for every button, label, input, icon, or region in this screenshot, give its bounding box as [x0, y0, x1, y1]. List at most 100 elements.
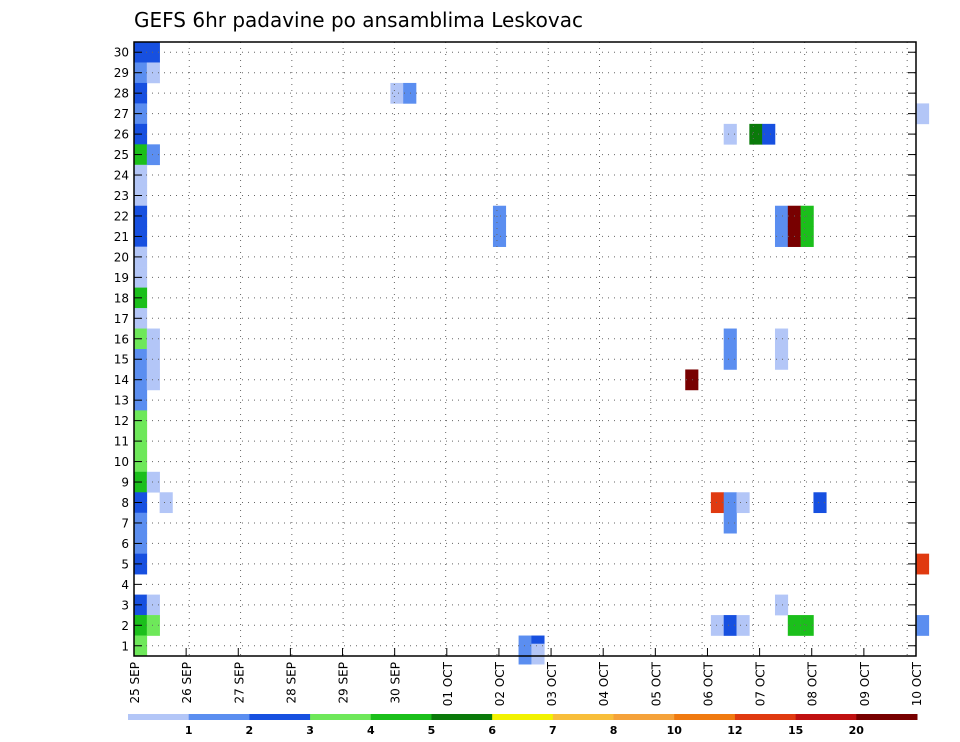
y-tick-label: 21: [114, 230, 129, 244]
y-tick-label: 11: [114, 435, 129, 449]
y-tick-label: 29: [114, 66, 129, 80]
y-tick-label: 25: [114, 148, 129, 162]
data-cell: [916, 103, 930, 125]
x-tick-label: 29 SEP: [337, 662, 351, 704]
y-tick-label: 9: [121, 476, 129, 490]
data-cell: [736, 615, 750, 636]
x-tick-label: 09 OCT: [858, 661, 872, 706]
y-tick-label: 19: [114, 271, 129, 285]
legend-label: 4: [367, 724, 375, 737]
legend-swatch: [734, 714, 797, 720]
x-tick-label: 25 SEP: [128, 662, 142, 704]
data-cell: [774, 226, 789, 247]
data-cell: [723, 349, 737, 370]
data-cell: [723, 615, 737, 636]
data-cell: [774, 328, 789, 350]
y-tick-label: 7: [121, 516, 129, 530]
legend-swatch: [856, 714, 918, 720]
data-cell: [710, 492, 725, 514]
y-tick-label: 28: [114, 87, 129, 101]
x-tick-label: 30 SEP: [389, 662, 403, 704]
x-tick-label: 28 SEP: [284, 662, 298, 704]
data-cell: [403, 82, 417, 104]
x-tick-label: 07 OCT: [754, 661, 768, 706]
legend-label: 8: [610, 724, 618, 737]
y-tick-label: 22: [114, 209, 129, 223]
x-tick-label: 04 OCT: [597, 661, 611, 706]
data-cell: [518, 643, 532, 665]
data-cell: [146, 615, 160, 636]
legend-swatch: [795, 714, 857, 720]
y-tick-label: 18: [114, 291, 129, 305]
legend-swatch: [188, 714, 250, 720]
data-cell: [736, 492, 750, 514]
grid-lines: [134, 42, 916, 656]
y-tick-label: 26: [114, 128, 129, 142]
x-tick-label: 06 OCT: [701, 661, 715, 706]
x-axis: 25 SEP 26 SEP 27 SEP 28 SEP 29 SEP 30 SEP 01 O…: [128, 648, 924, 706]
y-tick-label: 1: [121, 639, 129, 653]
data-cell: [916, 553, 930, 575]
y-tick-label: 20: [114, 250, 129, 264]
data-cell: [723, 123, 737, 145]
legend-label: 20: [849, 724, 865, 737]
y-tick-label: 30: [114, 46, 129, 60]
data-cell: [710, 615, 725, 636]
data-cell: [800, 205, 814, 227]
data-cell: [723, 512, 737, 534]
chart-title: GEFS 6hr padavine po ansamblima Leskovac: [134, 8, 583, 32]
data-cell: [800, 615, 814, 636]
x-tick-label: 01 OCT: [441, 661, 455, 706]
data-cell: [531, 643, 545, 665]
data-cell: [146, 328, 160, 350]
y-tick-label: 8: [121, 496, 129, 510]
data-cell: [146, 349, 160, 370]
legend-label: 10: [667, 724, 683, 737]
x-tick-label: 26 SEP: [180, 662, 194, 704]
x-tick-label: 02 OCT: [493, 661, 507, 706]
data-cell: [159, 492, 173, 514]
legend-swatch: [431, 714, 493, 720]
legend-label: 12: [727, 724, 742, 737]
y-axis: 1234567891011121314151617181920212223242…: [114, 46, 916, 653]
data-cell: [146, 594, 160, 616]
y-tick-label: 4: [121, 578, 129, 592]
legend-label: 1: [185, 724, 193, 737]
data-cell: [492, 205, 507, 227]
data-cell: [774, 205, 789, 227]
x-tick-label: 03 OCT: [545, 661, 559, 706]
data-cell: [774, 594, 789, 616]
x-tick-label: 08 OCT: [806, 661, 820, 706]
data-cell: [800, 226, 814, 247]
data-cell: [813, 492, 827, 514]
legend-swatch: [310, 714, 372, 720]
data-cell: [723, 492, 737, 514]
data-cell: [146, 471, 160, 493]
legend-label: 3: [306, 724, 314, 737]
legend-label: 2: [246, 724, 254, 737]
data-cell: [146, 369, 160, 391]
data-cell: [390, 82, 404, 104]
x-tick-label: 10 OCT: [910, 661, 924, 706]
y-tick-label: 16: [114, 332, 129, 346]
color-legend: 1 2 3 4 5 6 7 8 10 12 15 20: [128, 714, 918, 737]
data-cell: [685, 369, 699, 391]
legend-label: 15: [788, 724, 803, 737]
y-tick-label: 24: [114, 169, 129, 183]
legend-swatch: [370, 714, 432, 720]
plot-frame: [133, 41, 917, 657]
legend-swatch: [128, 714, 190, 720]
y-tick-label: 15: [114, 353, 129, 367]
data-cell: [749, 123, 763, 145]
legend-swatch: [613, 714, 675, 720]
data-cell: [146, 144, 160, 166]
y-tick-label: 17: [114, 312, 129, 326]
y-tick-label: 13: [114, 394, 129, 408]
legend-label: 5: [428, 724, 436, 737]
y-tick-label: 14: [114, 373, 129, 387]
y-tick-label: 27: [114, 107, 129, 121]
data-cell: [762, 123, 776, 145]
data-cells: [134, 42, 930, 665]
y-tick-label: 12: [114, 414, 129, 428]
